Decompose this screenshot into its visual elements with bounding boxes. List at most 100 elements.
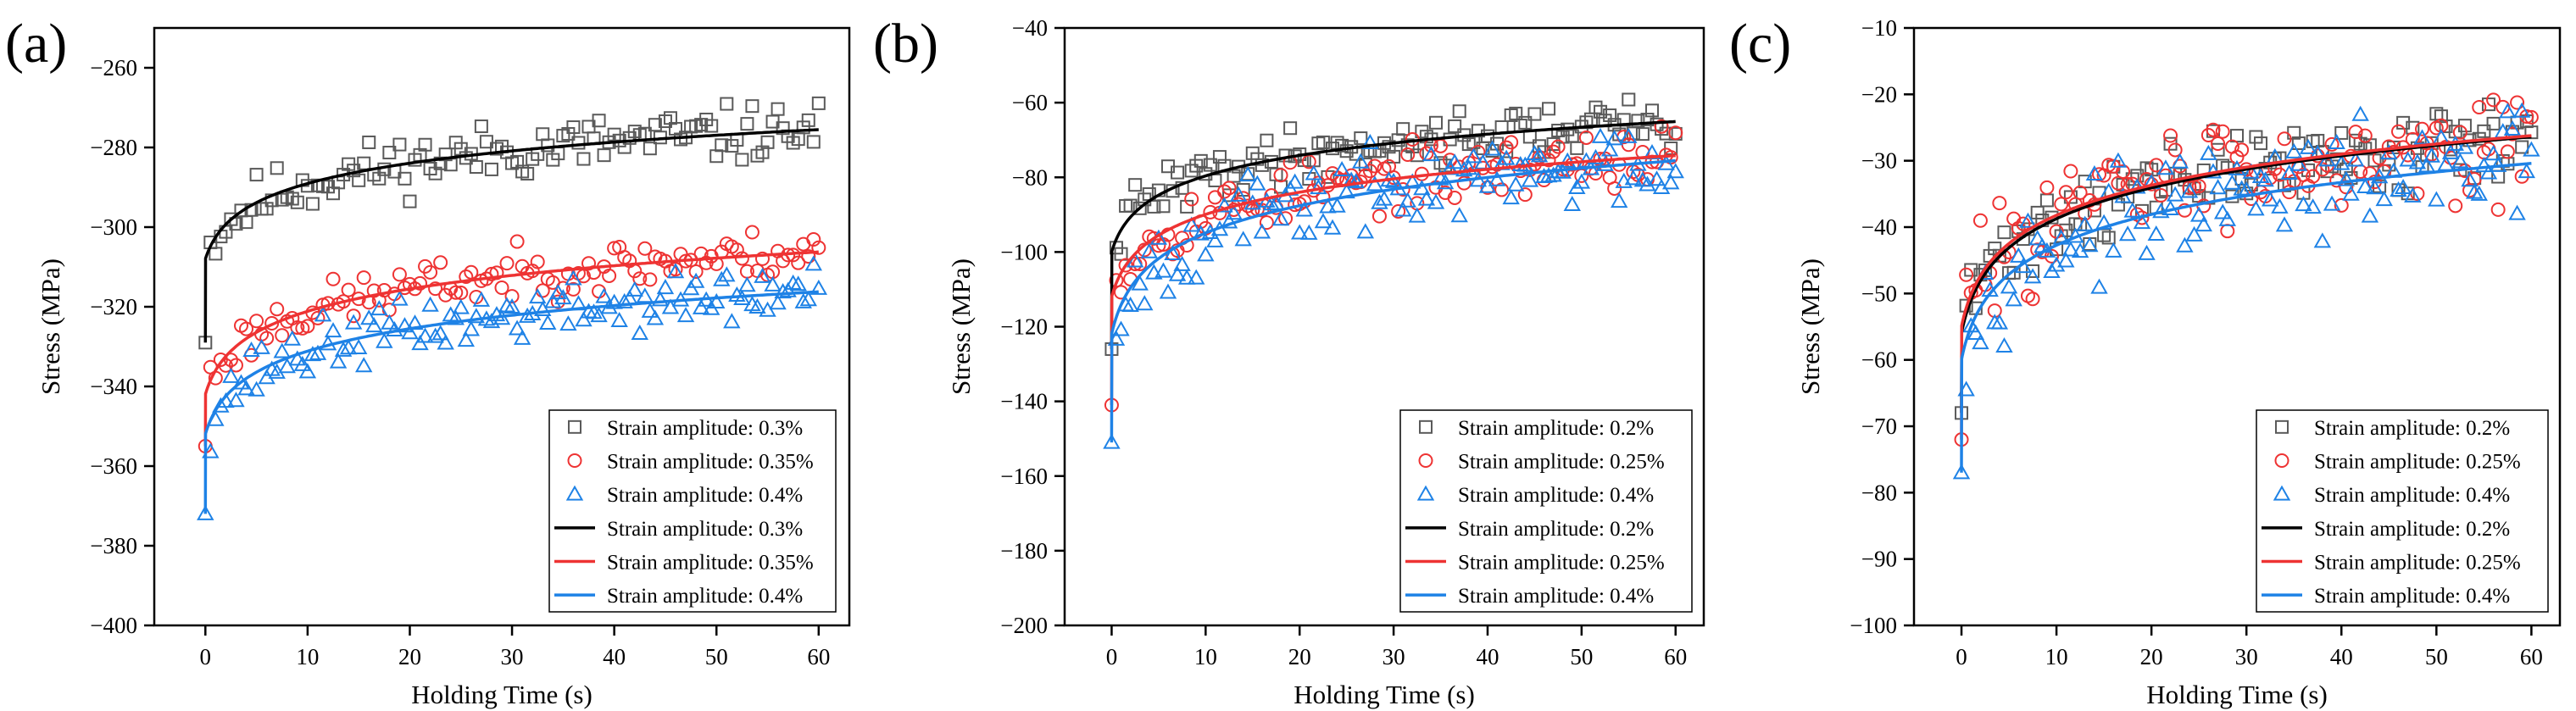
data-point-square <box>479 135 493 149</box>
data-point-triangle <box>2185 225 2203 242</box>
data-point-triangle <box>1112 320 1130 336</box>
data-point-triangle <box>1422 146 1440 162</box>
data-point-triangle <box>253 338 270 354</box>
data-point-circle <box>1301 154 1316 169</box>
data-point-circle <box>2510 95 2525 110</box>
x-tick-label: 30 <box>2235 644 2258 669</box>
data-point-circle <box>2452 125 2468 140</box>
x-axis-label: Holding Time (s) <box>411 680 593 709</box>
data-point-square <box>403 194 417 208</box>
data-point-square <box>715 138 729 153</box>
data-point-square <box>2030 205 2045 219</box>
data-point-triangle <box>416 327 434 343</box>
data-point-triangle <box>2180 182 2199 198</box>
data-point-circle <box>1371 208 1387 224</box>
data-point-square <box>1147 199 1161 214</box>
x-tick-label: 10 <box>1194 644 1217 669</box>
data-point-triangle <box>227 392 245 408</box>
data-point-square <box>1203 158 1217 172</box>
y-axis-label: Stress (MPa) <box>946 258 976 395</box>
data-point-square <box>1659 126 1673 141</box>
data-point-triangle <box>2470 185 2488 201</box>
data-point-square <box>643 142 657 156</box>
data-point-triangle <box>1131 275 1149 291</box>
data-point-triangle <box>1323 219 1342 235</box>
data-point-circle <box>550 294 565 309</box>
data-point-circle <box>249 314 264 329</box>
data-point-triangle <box>1239 166 1257 182</box>
data-point-triangle <box>774 283 792 299</box>
data-point-triangle <box>1182 216 1200 232</box>
data-point-square <box>760 135 775 149</box>
data-point-triangle <box>1145 264 1163 280</box>
data-point-square <box>474 119 488 134</box>
data-point-square <box>1570 141 1584 155</box>
data-point-square <box>1452 104 1466 119</box>
y-tick-label: −30 <box>1861 148 1897 174</box>
data-point-square <box>1184 164 1199 178</box>
data-point-square <box>571 136 586 150</box>
data-point-triangle <box>666 263 685 279</box>
y-tick-label: −50 <box>1861 281 1897 306</box>
data-point-triangle <box>2512 102 2531 118</box>
data-point-triangle <box>2346 151 2365 167</box>
data-point-circle <box>643 272 658 287</box>
data-point-circle <box>413 275 428 291</box>
data-point-triangle <box>1591 127 1610 143</box>
data-point-circle <box>341 282 356 297</box>
data-point-triangle <box>1366 175 1384 192</box>
data-point-triangle <box>349 339 368 355</box>
data-point-square <box>1443 132 1457 147</box>
data-point-triangle <box>329 353 348 369</box>
legend: Strain amplitude: 0.3% Strain amplitude: … <box>548 409 837 613</box>
data-point-triangle <box>2475 157 2493 173</box>
data-point-triangle <box>2484 145 2502 161</box>
data-point-circle <box>504 289 520 304</box>
data-point-square <box>1588 100 1603 114</box>
y-tick-label: −80 <box>1861 480 1897 505</box>
y-tick-label: −180 <box>1000 538 1048 564</box>
data-point-triangle <box>421 296 439 312</box>
data-point-triangle <box>2271 197 2289 214</box>
data-point-square <box>2481 97 2495 112</box>
data-point-triangle <box>682 280 700 296</box>
data-point-triangle <box>1507 175 1525 192</box>
data-point-circle <box>1972 213 1988 228</box>
data-point-triangle <box>2123 202 2141 218</box>
data-point-triangle <box>1319 197 1337 214</box>
data-point-square <box>229 217 243 231</box>
data-point-triangle <box>1229 186 1248 202</box>
data-point-circle <box>1400 147 1416 163</box>
data-point-circle <box>356 270 371 286</box>
data-point-circle <box>2072 185 2088 200</box>
data-point-triangle <box>431 325 449 341</box>
data-point-circle <box>2286 174 2301 189</box>
scatter-series <box>1104 92 1683 356</box>
data-point-circle <box>1367 158 1383 174</box>
data-point-circle <box>2334 197 2349 213</box>
data-point-triangle <box>2280 164 2298 180</box>
data-point-triangle <box>1450 207 1468 223</box>
data-point-circle <box>2348 125 2363 140</box>
data-point-circle <box>1992 196 2007 211</box>
data-point-triangle <box>595 287 613 303</box>
data-point-square <box>576 152 591 166</box>
data-point-circle <box>2306 169 2321 184</box>
data-point-circle <box>2058 185 2073 200</box>
data-point-square <box>2211 142 2225 157</box>
data-point-triangle <box>2138 244 2156 260</box>
data-point-circle <box>744 225 759 240</box>
data-point-triangle <box>708 292 726 308</box>
data-point-triangle <box>2508 204 2526 220</box>
data-point-square <box>2429 107 2444 121</box>
y-tick-label: −120 <box>1000 314 1048 340</box>
data-point-square <box>352 173 366 187</box>
data-point-triangle <box>1990 314 2009 330</box>
data-point-triangle <box>1521 171 1539 187</box>
data-point-circle <box>402 276 417 292</box>
data-point-circle <box>2415 121 2430 136</box>
x-tick-label: 0 <box>1956 644 1967 669</box>
data-point-triangle <box>2428 191 2445 207</box>
data-point-circle <box>734 251 749 266</box>
data-point-square <box>290 195 304 209</box>
